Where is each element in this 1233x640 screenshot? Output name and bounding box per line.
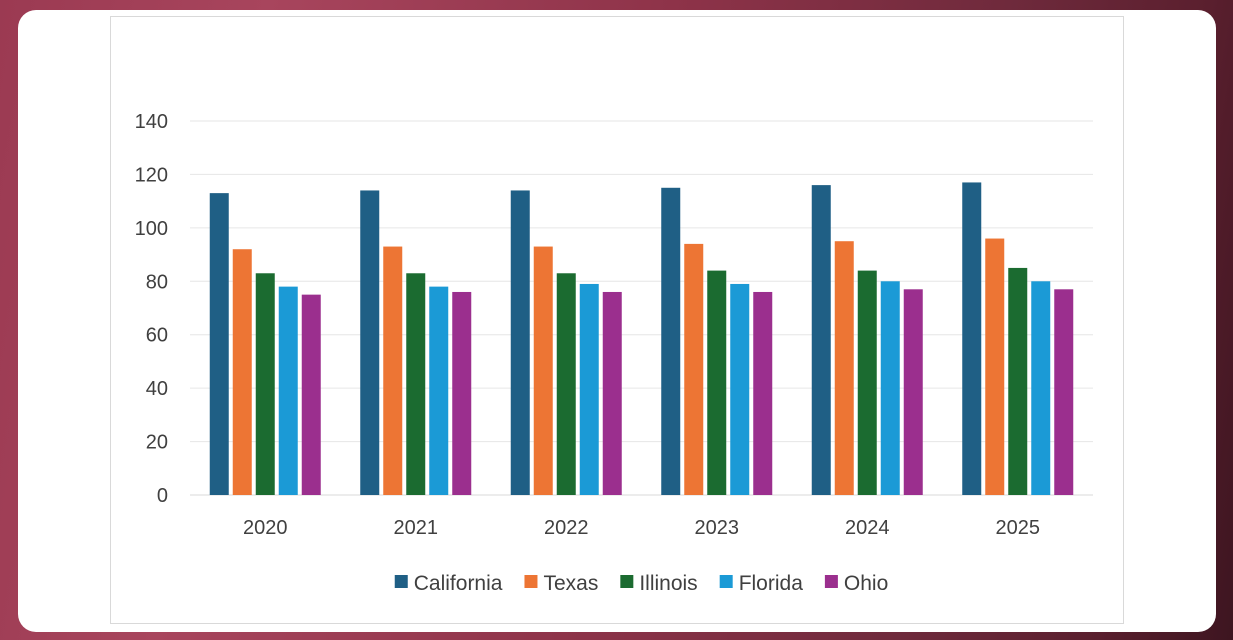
legend-label-florida: Florida <box>739 572 804 595</box>
bar-ohio-2024 <box>903 289 923 495</box>
bars <box>209 182 1074 496</box>
y-tick-label: 60 <box>146 325 168 347</box>
bar-florida-2023 <box>730 283 750 495</box>
bar-ohio-2022 <box>602 291 622 495</box>
bar-florida-2020 <box>278 286 298 495</box>
y-tick-label: 140 <box>135 111 168 133</box>
bar-ohio-2023 <box>753 291 773 495</box>
y-tick-label: 120 <box>135 164 168 186</box>
y-axis: 0 20 40 60 80 100 120 140 <box>135 111 168 507</box>
bar-florida-2021 <box>429 286 449 495</box>
x-tick-label: 2024 <box>845 517 890 539</box>
y-tick-label: 0 <box>157 485 168 507</box>
x-tick-label: 2023 <box>695 517 740 539</box>
bar-ohio-2025 <box>1054 289 1074 495</box>
x-tick-label: 2025 <box>996 517 1041 539</box>
bar-texas-2022 <box>533 246 553 495</box>
legend: California Texas Illinois Florida Ohio <box>394 572 888 595</box>
bar-illinois-2022 <box>556 273 576 495</box>
x-tick-label: 2020 <box>243 517 288 539</box>
bar-illinois-2024 <box>857 270 877 495</box>
bar-texas-2020 <box>232 249 252 495</box>
bar-illinois-2025 <box>1008 267 1028 495</box>
bar-florida-2024 <box>880 281 900 495</box>
legend-label-ohio: Ohio <box>844 572 888 595</box>
y-tick-label: 20 <box>146 432 168 454</box>
bar-texas-2023 <box>684 243 704 495</box>
bar-california-2023 <box>661 187 681 496</box>
bar-california-2024 <box>811 185 831 495</box>
bar-illinois-2020 <box>255 273 275 495</box>
legend-swatch-texas <box>524 575 538 588</box>
bar-california-2022 <box>510 190 530 495</box>
x-tick-label: 2022 <box>544 517 589 539</box>
legend-swatch-california <box>394 575 408 588</box>
bar-texas-2024 <box>834 241 854 495</box>
y-tick-label: 40 <box>146 378 168 400</box>
legend-swatch-ohio <box>824 575 838 588</box>
x-tick-label: 2021 <box>394 517 439 539</box>
bar-florida-2022 <box>579 283 599 495</box>
bar-ohio-2021 <box>452 291 472 495</box>
x-axis: 2020 2021 2022 2023 2024 2025 <box>243 517 1040 539</box>
bar-texas-2021 <box>383 246 403 495</box>
legend-label-texas: Texas <box>543 572 598 595</box>
bar-texas-2025 <box>985 238 1005 496</box>
bar-illinois-2021 <box>406 273 426 495</box>
legend-swatch-florida <box>719 575 733 588</box>
bar-florida-2025 <box>1031 281 1051 495</box>
legend-label-california: California <box>414 572 503 595</box>
y-tick-label: 100 <box>135 218 168 240</box>
bar-california-2025 <box>962 182 982 495</box>
bar-illinois-2023 <box>707 270 727 495</box>
bar-california-2020 <box>209 193 229 495</box>
y-tick-label: 80 <box>146 271 168 293</box>
bar-ohio-2020 <box>301 294 321 495</box>
gridlines <box>190 120 1093 496</box>
bar-california-2021 <box>360 190 380 495</box>
legend-label-illinois: Illinois <box>639 572 697 595</box>
legend-swatch-illinois <box>620 575 634 588</box>
